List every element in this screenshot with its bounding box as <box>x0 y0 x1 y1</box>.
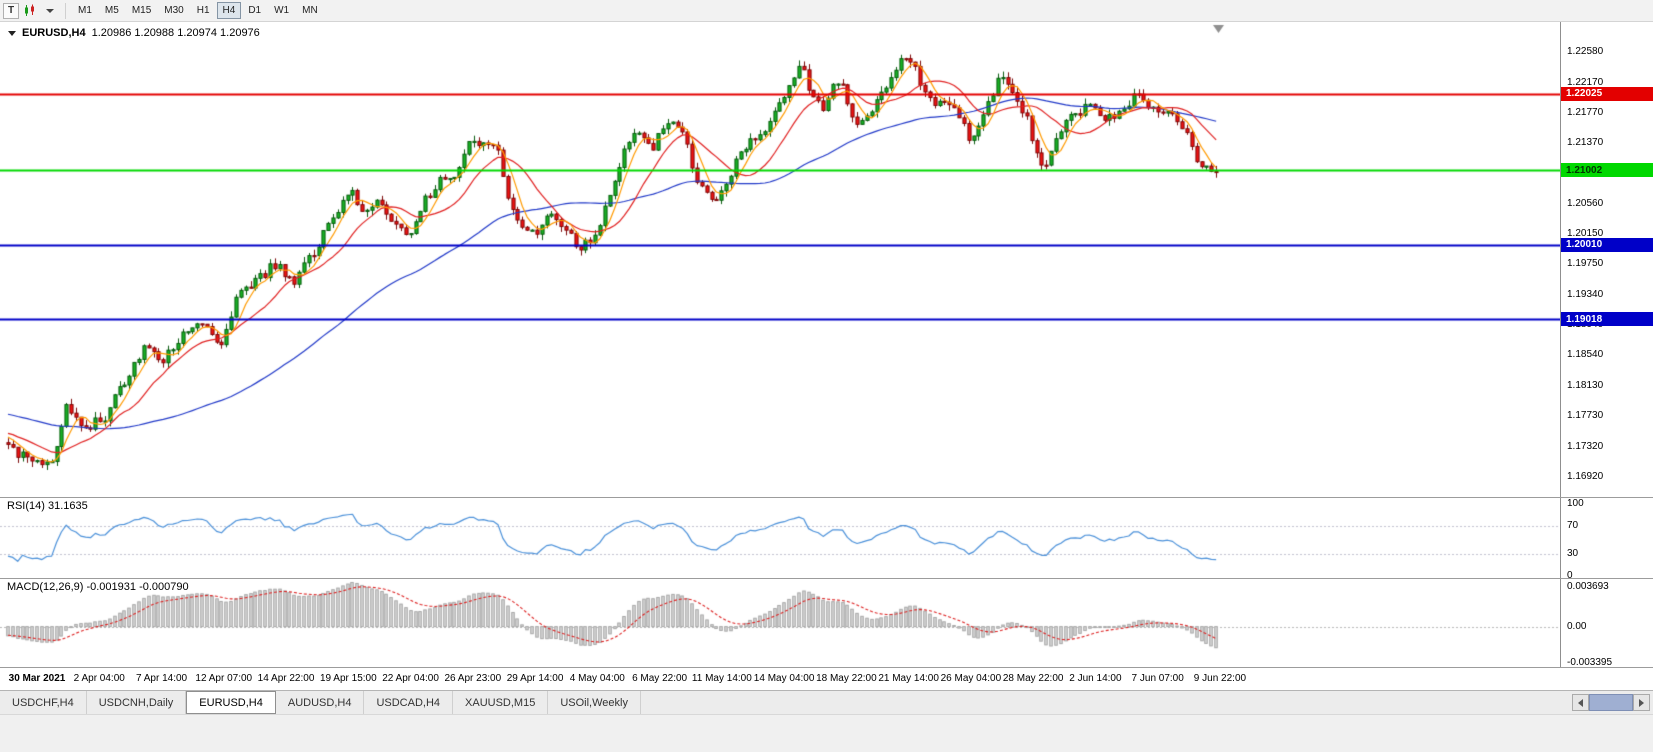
chart-tabs: USDCHF,H4 USDCNH,Daily EURUSD,H4 AUDUSD,H4 U… <box>0 691 641 714</box>
time-axis-label: 7 Apr 14:00 <box>135 673 188 684</box>
chart-tab-xauusd-m15[interactable]: XAUUSD,M15 <box>453 691 549 714</box>
scrollbar-thumb[interactable] <box>1589 694 1633 711</box>
price-tick-label: 1.17730 <box>1567 409 1604 421</box>
price-tick-label: 1.18130 <box>1567 379 1604 391</box>
toolbar-handle[interactable]: T <box>3 2 19 19</box>
time-axis-separator <box>0 667 1653 668</box>
chart-title: EURUSD,H4 1.20986 1.20988 1.20974 1.2097… <box>8 27 260 39</box>
price-level-tag: 1.20010 <box>1561 237 1653 252</box>
price-tick-label: 1.20150 <box>1567 228 1604 240</box>
price-tick-label: 1.20560 <box>1567 197 1604 209</box>
chart-tab-usdchf-h4[interactable]: USDCHF,H4 <box>0 691 87 714</box>
candlestick-chart-icon <box>25 4 34 16</box>
chart-type-button[interactable] <box>21 2 39 20</box>
price-tick-label: 1.22170 <box>1567 76 1604 88</box>
price-tick-label: 1.18540 <box>1567 349 1604 361</box>
macd-tick-label: 0.003693 <box>1567 581 1609 592</box>
chevron-down-icon <box>46 8 54 13</box>
scroll-left-button[interactable] <box>1572 694 1589 711</box>
chart-template-dropdown[interactable] <box>41 2 59 20</box>
status-strip <box>0 714 1653 752</box>
chart-tab-usoil-weekly[interactable]: USOil,Weekly <box>548 691 641 714</box>
time-axis-label: 2 Apr 04:00 <box>73 673 125 684</box>
scroll-right-button[interactable] <box>1633 694 1650 711</box>
time-axis-label: 26 Apr 23:00 <box>444 673 502 684</box>
timeframe-m30-button[interactable]: M30 <box>164 5 184 16</box>
arrow-right-icon <box>1639 698 1644 707</box>
timeframe-h4-button[interactable]: H4 <box>216 2 242 19</box>
chart-tab-usdcad-h4[interactable]: USDCAD,H4 <box>364 691 454 714</box>
time-axis-label: 11 May 14:00 <box>691 673 752 684</box>
tabs-scrollbar[interactable] <box>1572 694 1650 711</box>
price-tick-label: 1.16920 <box>1567 470 1604 482</box>
price-tick-label: 1.22580 <box>1567 46 1604 58</box>
timeframe-w1-button[interactable]: W1 <box>274 5 290 16</box>
macd-indicator-canvas[interactable] <box>0 579 1560 667</box>
time-axis-label: 14 Apr 22:00 <box>257 673 315 684</box>
arrow-left-icon <box>1578 698 1583 707</box>
rsi-indicator-canvas[interactable] <box>0 498 1560 578</box>
macd-tick-label: -0.003395 <box>1567 657 1613 668</box>
rsi-panel-resize-separator[interactable] <box>0 497 1653 498</box>
macd-panel-resize-separator[interactable] <box>0 578 1653 579</box>
price-level-tag: 1.22025 <box>1561 86 1653 101</box>
timeframe-group: M1 M5 M15 M30 H1 H4 D1 W1 MN <box>72 2 324 19</box>
rsi-tick-label: 0 <box>1567 570 1573 581</box>
chart-tab-eurusd-h4[interactable]: EURUSD,H4 <box>186 691 276 714</box>
timeframe-m5-button[interactable]: M5 <box>104 5 119 16</box>
price-tick-label: 1.21770 <box>1567 106 1604 118</box>
rsi-label: RSI(14) 31.1635 <box>7 500 88 512</box>
price-chart-canvas[interactable] <box>0 22 1560 497</box>
time-axis-label: 7 Jun 07:00 <box>1131 673 1184 684</box>
chart-tab-audusd-h4[interactable]: AUDUSD,H4 <box>275 691 365 714</box>
rsi-tick-label: 30 <box>1567 548 1579 560</box>
price-tick-label: 1.21370 <box>1567 136 1604 148</box>
time-axis-label: 28 May 22:00 <box>1002 673 1064 684</box>
price-axis: 1.225801.221701.217701.213701.209601.205… <box>1560 22 1653 668</box>
time-axis-label: 30 Mar 2021 <box>8 673 66 684</box>
time-axis-label: 6 May 22:00 <box>632 673 688 684</box>
timeframe-mn-button[interactable]: MN <box>302 5 318 16</box>
toolbar-separator <box>65 2 66 19</box>
macd-tick-label: 0.00 <box>1567 620 1587 632</box>
price-tick-label: 1.19750 <box>1567 258 1604 270</box>
time-axis-label: 12 Apr 07:00 <box>195 673 253 684</box>
time-axis[interactable]: 30 Mar 2021 2 Apr 04:00 7 Apr 14:00 12 Apr … <box>0 668 1653 690</box>
price-level-tag: 1.19018 <box>1561 312 1653 327</box>
timeframe-m1-button[interactable]: M1 <box>78 5 92 16</box>
time-axis-label: 29 Apr 14:00 <box>506 673 564 684</box>
collapse-triangle-icon[interactable] <box>8 30 16 36</box>
time-axis-label: 14 May 04:00 <box>753 673 815 684</box>
time-axis-label: 21 May 14:00 <box>878 673 939 684</box>
time-axis-label: 18 May 22:00 <box>816 673 877 684</box>
chart-symbol-period: EURUSD,H4 <box>22 27 86 39</box>
time-axis-label: 9 Jun 22:00 <box>1193 673 1247 684</box>
price-level-tag: 1.21002 <box>1561 163 1653 178</box>
time-axis-label: 22 Apr 04:00 <box>382 673 439 684</box>
time-axis-label: 2 Jun 14:00 <box>1069 673 1122 684</box>
chart-toolbar: T M1 M5 M15 M30 H1 H4 D1 W1 MN <box>0 0 1653 22</box>
rsi-tick-label: 100 <box>1567 498 1584 509</box>
chart-tab-bar: USDCHF,H4 USDCNH,Daily EURUSD,H4 AUDUSD,H4 U… <box>0 690 1653 714</box>
time-axis-label: 4 May 04:00 <box>569 673 625 684</box>
chart-tab-usdcnh-daily[interactable]: USDCNH,Daily <box>86 691 187 714</box>
timeframe-d1-button[interactable]: D1 <box>248 5 262 16</box>
chart-ohlc-values: 1.20986 1.20988 1.20974 1.20976 <box>91 27 260 39</box>
price-tick-label: 1.17320 <box>1567 440 1604 452</box>
time-axis-label: 26 May 04:00 <box>940 673 1002 684</box>
price-tick-label: 1.19340 <box>1567 289 1604 301</box>
timeframe-m15-button[interactable]: M15 <box>131 5 152 16</box>
timeframe-h1-button[interactable]: H1 <box>196 5 210 16</box>
rsi-tick-label: 70 <box>1567 519 1579 531</box>
time-axis-label: 19 Apr 15:00 <box>319 673 377 684</box>
macd-label: MACD(12,26,9) -0.001931 -0.000790 <box>7 581 189 593</box>
